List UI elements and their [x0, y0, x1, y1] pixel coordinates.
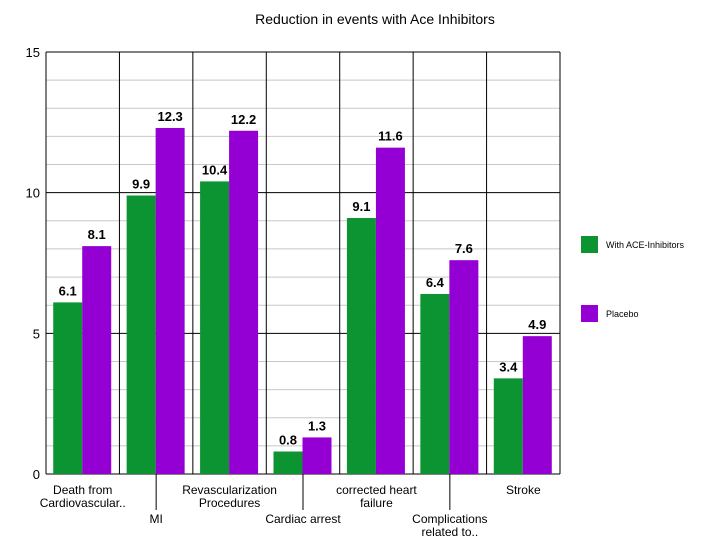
x-category-label: related to.. — [422, 525, 479, 537]
bar — [82, 246, 112, 474]
bar — [155, 127, 185, 475]
data-label: 3.4 — [499, 359, 518, 374]
data-label: 10.4 — [202, 162, 228, 177]
data-label: 9.9 — [132, 176, 150, 191]
x-category-label: Complications — [412, 512, 487, 526]
legend-label: Placebo — [606, 309, 639, 319]
data-label: 12.2 — [231, 112, 256, 127]
data-label: 0.8 — [279, 432, 297, 447]
data-label: 1.3 — [308, 418, 326, 433]
y-tick-label: 10 — [26, 186, 40, 201]
x-category-label: Procedures — [199, 496, 260, 510]
x-category-label: failure — [360, 496, 393, 510]
bar — [229, 130, 259, 475]
bar — [302, 437, 332, 474]
bar — [420, 293, 450, 474]
x-category-label: Revascularization — [182, 483, 277, 497]
data-label: 6.4 — [426, 275, 445, 290]
x-category-label: MI — [149, 512, 162, 526]
x-category-label: Cardiac arrest — [265, 512, 341, 526]
bar — [273, 451, 303, 474]
legend: With ACE-Inhibitors Placebo — [581, 236, 685, 322]
chart-title: Reduction in events with Ace Inhibitors — [255, 11, 495, 27]
legend-label: With ACE-Inhibitors — [606, 240, 685, 250]
data-label: 4.9 — [528, 317, 546, 332]
bar — [493, 378, 523, 474]
y-tick-label: 0 — [33, 467, 40, 482]
data-label: 9.1 — [352, 199, 370, 214]
x-category-label: corrected heart — [336, 483, 417, 497]
grid — [45, 51, 561, 475]
x-category-label: Cardiovascular.. — [40, 496, 126, 510]
value-labels: 6.1 8.1 9.9 12.3 10.4 12.2 0.8 1.3 9.1 11.6 6.4 7.6… — [59, 109, 547, 448]
data-label: 11.6 — [378, 129, 403, 144]
x-category-label: Death from — [53, 483, 112, 497]
y-tick-label: 15 — [26, 45, 40, 60]
x-category-label: Stroke — [506, 483, 541, 497]
bar — [53, 302, 83, 474]
bar — [200, 181, 230, 474]
legend-swatch — [581, 305, 598, 322]
bar — [126, 195, 156, 475]
y-tick-label: 5 — [33, 326, 40, 341]
bar — [346, 217, 376, 474]
bar — [375, 147, 405, 475]
data-label: 12.3 — [157, 109, 182, 124]
data-label: 7.6 — [455, 241, 473, 256]
bar — [522, 336, 552, 474]
bars — [53, 127, 552, 475]
data-label: 6.1 — [59, 283, 77, 298]
bar — [449, 260, 479, 474]
legend-swatch — [581, 236, 598, 253]
data-label: 8.1 — [88, 227, 106, 242]
